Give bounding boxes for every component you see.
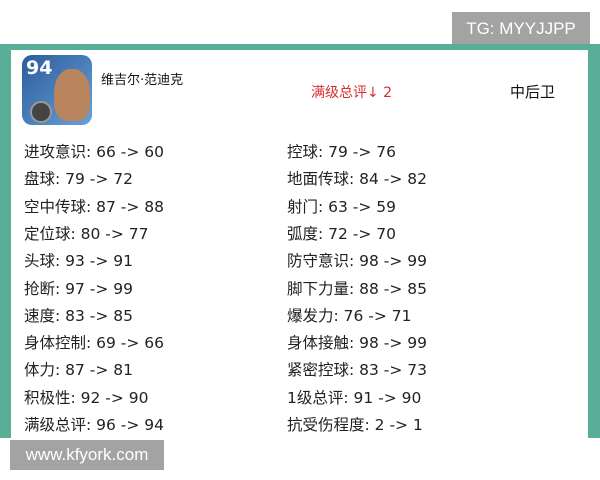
stat-item: 定位球: 80 -> 77 <box>24 224 149 243</box>
stat-item: 头球: 93 -> 91 <box>24 252 134 271</box>
watermark-site: www.kfyork.com <box>10 440 164 470</box>
stat-item: 地面传球: 84 -> 82 <box>287 170 428 189</box>
stat-item: 速度: 83 -> 85 <box>24 306 134 325</box>
stat-item: 体力: 87 -> 81 <box>24 361 134 380</box>
stat-item: 1级总评: 91 -> 90 <box>287 388 422 407</box>
stat-item: 空中传球: 87 -> 88 <box>24 197 165 216</box>
stat-item: 紧密控球: 83 -> 73 <box>287 361 428 380</box>
stat-item: 身体接触: 98 -> 99 <box>287 334 428 353</box>
stat-item: 弧度: 72 -> 70 <box>287 224 397 243</box>
player-name: 维吉尔·范迪克 <box>101 73 184 88</box>
rating-change: 满级总评↓ 2 <box>311 85 393 101</box>
stat-item: 防守意识: 98 -> 99 <box>287 252 428 271</box>
stat-item: 脚下力量: 88 -> 85 <box>287 279 428 298</box>
stat-item: 身体控制: 69 -> 66 <box>24 334 165 353</box>
stat-item: 盘球: 79 -> 72 <box>24 170 134 189</box>
stat-item: 进攻意识: 66 -> 60 <box>24 143 165 161</box>
stat-item: 射门: 63 -> 59 <box>287 197 397 216</box>
stat-item: 抗受伤程度: 2 -> 1 <box>287 416 423 434</box>
player-face-image <box>54 69 90 121</box>
player-rating: 94 <box>26 57 53 79</box>
stat-item: 控球: 79 -> 76 <box>287 143 397 161</box>
player-position: 中后卫 <box>510 83 556 101</box>
player-card: 94 维吉尔·范迪克 满级总评↓ 2 中后卫 进攻意识: 66 -> 60 盘球:… <box>11 50 588 438</box>
stat-item: 满级总评: 96 -> 94 <box>24 416 165 434</box>
card-frame: 94 维吉尔·范迪克 满级总评↓ 2 中后卫 进攻意识: 66 -> 60 盘球:… <box>0 44 600 438</box>
stat-item: 抢断: 97 -> 99 <box>24 279 134 298</box>
club-badge-icon <box>30 101 52 123</box>
stat-item: 积极性: 92 -> 90 <box>24 388 149 407</box>
player-avatar: 94 <box>22 55 92 125</box>
watermark-tg: TG: MYYJJPP <box>452 12 590 45</box>
stat-item: 爆发力: 76 -> 71 <box>287 306 412 325</box>
